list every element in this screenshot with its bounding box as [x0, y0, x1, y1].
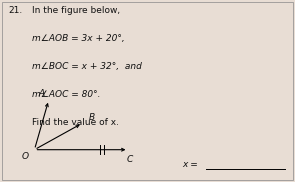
Text: x =: x =: [183, 160, 199, 169]
Text: Find the value of x.: Find the value of x.: [32, 118, 119, 127]
Text: O: O: [22, 151, 29, 161]
Text: In the figure below,: In the figure below,: [32, 6, 120, 15]
Text: C: C: [127, 155, 133, 164]
Text: m∠AOC = 80°.: m∠AOC = 80°.: [32, 90, 100, 99]
Text: 21.: 21.: [8, 6, 22, 15]
Text: A: A: [38, 89, 45, 98]
Text: m∠AOB = 3x + 20°,: m∠AOB = 3x + 20°,: [32, 34, 124, 43]
Text: m∠BOC = x + 32°,  and: m∠BOC = x + 32°, and: [32, 62, 141, 71]
Text: B: B: [88, 113, 94, 122]
